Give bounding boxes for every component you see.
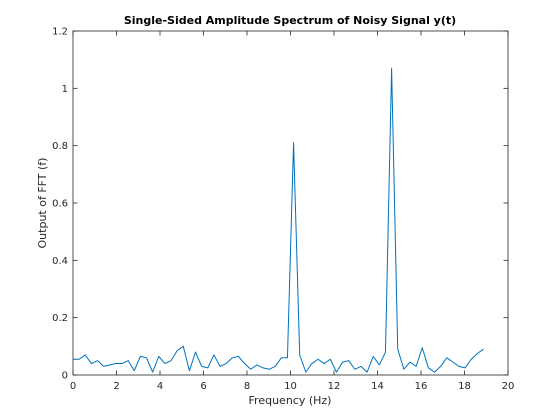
axes-box [72, 30, 509, 376]
x-axis-label: Frequency (Hz) [249, 394, 332, 407]
chart-title: Single-Sided Amplitude Spectrum of Noisy… [124, 14, 456, 27]
x-tick-label: 16 [415, 381, 428, 392]
y-tick-label: 1.2 [52, 27, 68, 38]
y-tick-label: 1 [62, 84, 68, 95]
x-tick-label: 14 [371, 381, 384, 392]
y-axis-label: Output of FFT (f) [36, 158, 49, 249]
y-tick-label: 0 [62, 371, 68, 382]
y-tick-labels: 0 0.2 0.4 0.6 0.8 1 1.2 [52, 27, 68, 382]
x-tick-label: 2 [113, 381, 119, 392]
x-tick-label: 10 [284, 381, 297, 392]
x-tick-label: 18 [458, 381, 471, 392]
plot-area [73, 31, 508, 375]
x-tick-label: 0 [70, 381, 76, 392]
y-tick-label: 0.8 [52, 141, 68, 152]
y-tick-label: 0.6 [52, 199, 68, 210]
y-tick-label: 0.2 [52, 313, 68, 324]
x-tick-labels: 0 2 4 6 8 10 12 14 16 18 20 [70, 381, 515, 392]
x-tick-label: 8 [244, 381, 250, 392]
x-tick-label: 4 [157, 381, 163, 392]
y-tick-label: 0.4 [52, 256, 68, 267]
x-tick-label: 12 [328, 381, 341, 392]
x-tick-label: 6 [200, 381, 206, 392]
x-tick-label: 20 [502, 381, 515, 392]
spectrum-line [73, 67, 484, 373]
